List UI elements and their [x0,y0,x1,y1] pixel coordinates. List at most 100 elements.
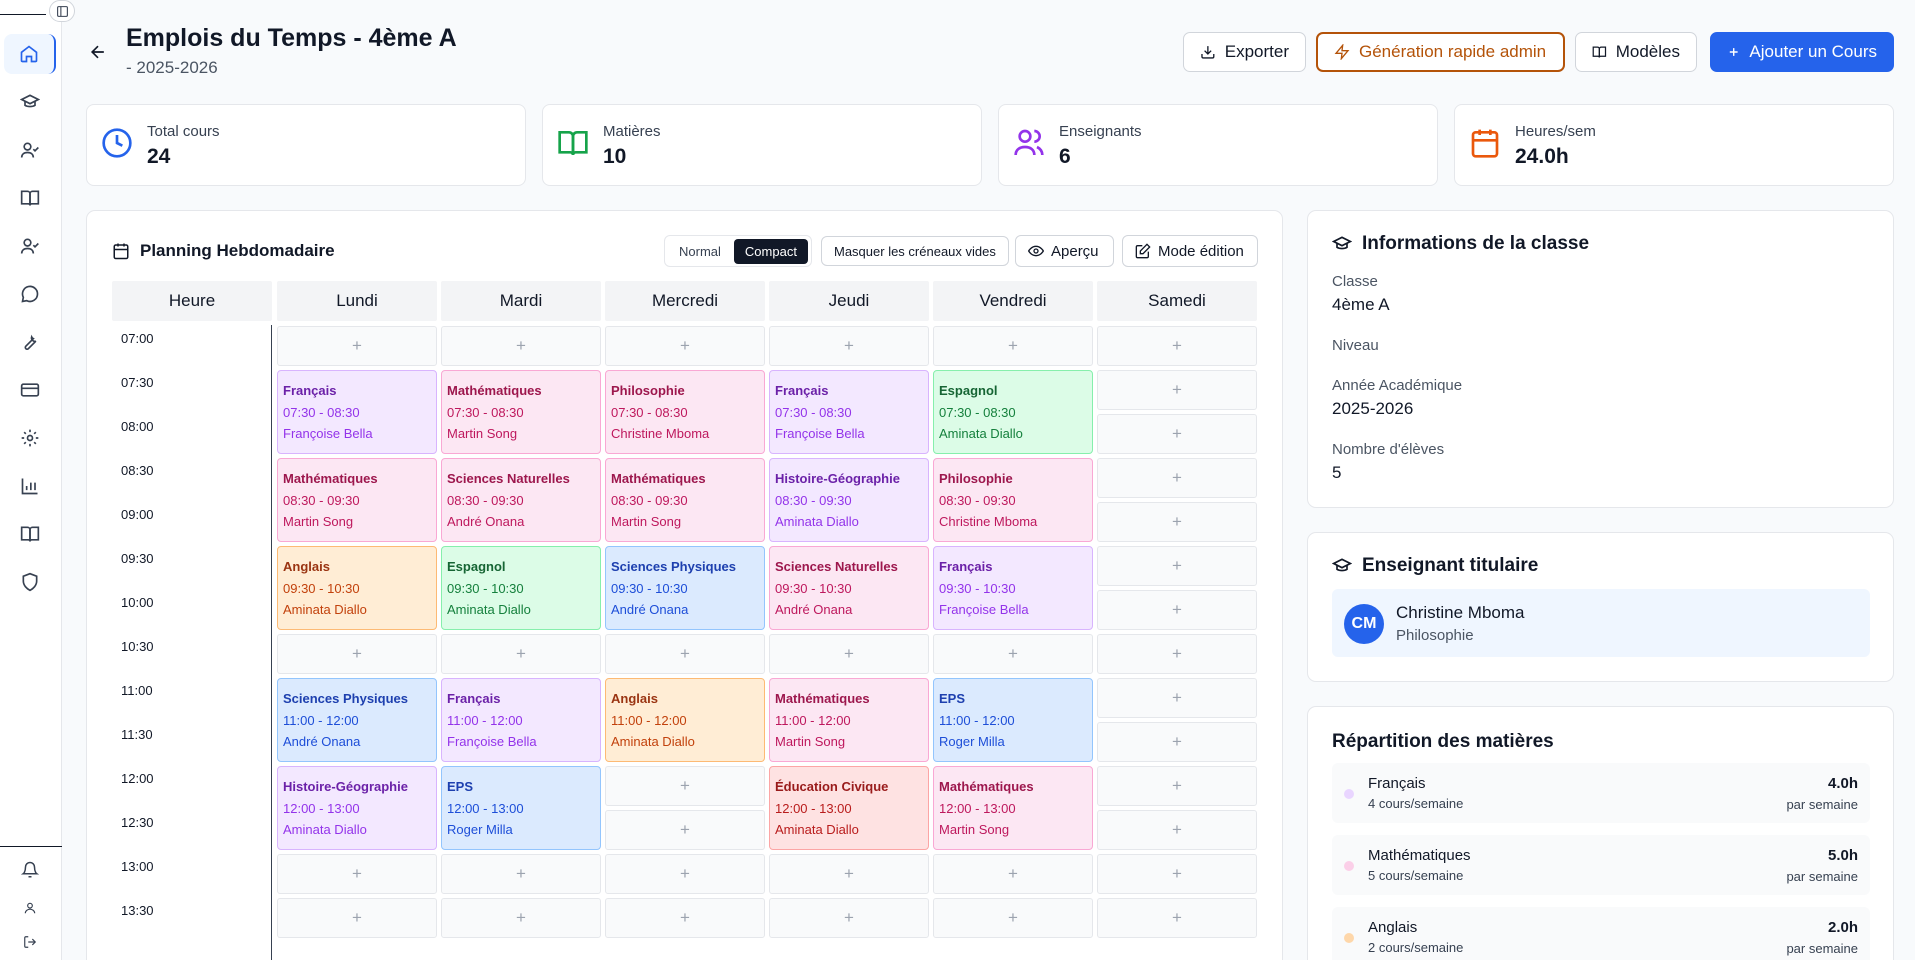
course-block[interactable]: Sciences Physiques 11:00 - 12:00 André Ona… [277,678,437,762]
quick-generation-button[interactable]: Génération rapide admin [1316,32,1565,72]
add-slot-button[interactable]: + [933,326,1093,366]
back-button[interactable] [84,38,112,66]
add-slot-button[interactable]: + [605,766,765,806]
sidebar-item-tools[interactable] [4,322,56,362]
edit-mode-button-label: Mode édition [1158,242,1244,260]
course-block[interactable]: Français 09:30 - 10:30 Françoise Bella [933,546,1093,630]
view-normal-button[interactable]: Normal [679,243,721,259]
teacher-subject: Philosophie [1396,627,1474,644]
sidebar-item-payments[interactable] [4,370,56,410]
add-slot-button[interactable]: + [933,634,1093,674]
export-button[interactable]: Exporter [1183,32,1306,72]
course-block[interactable]: Philosophie 07:30 - 08:30 Christine Mboma [605,370,765,454]
add-slot-button[interactable]: + [1097,414,1257,454]
add-slot-button[interactable]: + [769,854,929,894]
add-slot-button[interactable]: + [1097,898,1257,938]
course-block[interactable]: Français 07:30 - 08:30 Françoise Bella [769,370,929,454]
add-slot-button[interactable]: + [1097,370,1257,410]
course-block[interactable]: Français 11:00 - 12:00 Françoise Bella [441,678,601,762]
course-block[interactable]: Anglais 09:30 - 10:30 Aminata Diallo [277,546,437,630]
add-slot-button[interactable]: + [605,634,765,674]
add-slot-button[interactable]: + [441,854,601,894]
templates-button[interactable]: Modèles [1575,32,1697,72]
add-slot-button[interactable]: + [605,898,765,938]
main-teacher-info[interactable]: CM Christine Mboma Philosophie [1332,589,1870,657]
course-block[interactable]: Philosophie 08:30 - 09:30 Christine Mboma [933,458,1093,542]
sidebar-item-home[interactable] [4,34,56,74]
course-teacher: Christine Mboma [611,426,710,441]
add-slot-button[interactable]: + [1097,722,1257,762]
course-subject: Philosophie [939,471,1013,486]
add-slot-button[interactable]: + [1097,810,1257,850]
add-slot-button[interactable]: + [441,634,601,674]
course-block[interactable]: EPS 11:00 - 12:00 Roger Milla [933,678,1093,762]
add-slot-button[interactable]: + [1097,634,1257,674]
course-block[interactable]: Éducation Civique 12:00 - 13:00 Aminata Di… [769,766,929,850]
sidebar-item-profile[interactable] [4,888,56,928]
sidebar-item-teachers[interactable] [4,226,56,266]
course-time: 07:30 - 08:30 [939,405,1016,420]
sidebar-item-courses[interactable] [4,178,56,218]
add-slot-button[interactable]: + [605,326,765,366]
add-slot-button[interactable]: + [1097,546,1257,586]
sidebar-item-statistics[interactable] [4,466,56,506]
add-slot-button[interactable]: + [441,898,601,938]
course-block[interactable]: Espagnol 09:30 - 10:30 Aminata Diallo [441,546,601,630]
add-slot-button[interactable]: + [769,634,929,674]
add-course-button[interactable]: Ajouter un Cours [1710,32,1894,72]
user-check-icon [20,142,39,158]
course-teacher: André Onana [611,602,689,617]
course-block[interactable]: Anglais 11:00 - 12:00 Aminata Diallo [605,678,765,762]
sidebar-item-classes[interactable] [4,82,56,122]
add-slot-button[interactable]: + [277,854,437,894]
course-block[interactable]: Histoire-Géographie 12:00 - 13:00 Aminata … [277,766,437,850]
course-block[interactable]: Histoire-Géographie 08:30 - 09:30 Aminata … [769,458,929,542]
sidebar-item-messages[interactable] [4,274,56,314]
course-subject: Anglais [611,691,658,706]
stat-value: 24.0h [1515,145,1569,168]
course-block[interactable]: Espagnol 07:30 - 08:30 Aminata Diallo [933,370,1093,454]
add-slot-button[interactable]: + [933,854,1093,894]
add-slot-button[interactable]: + [605,810,765,850]
course-block[interactable]: Mathématiques 12:00 - 13:00 Martin Song [933,766,1093,850]
add-slot-button[interactable]: + [277,898,437,938]
sidebar-item-library[interactable] [4,514,56,554]
sidebar-item-notifications[interactable] [4,850,56,890]
hide-empty-slots-button[interactable]: Masquer les créneaux vides [821,236,1009,266]
add-slot-button[interactable]: + [1097,458,1257,498]
sidebar-item-students[interactable] [4,130,56,170]
course-block[interactable]: Mathématiques 11:00 - 12:00 Martin Song [769,678,929,762]
add-slot-button[interactable]: + [1097,678,1257,718]
add-slot-button[interactable]: + [933,898,1093,938]
course-block[interactable]: Mathématiques 07:30 - 08:30 Martin Song [441,370,601,454]
add-slot-button[interactable]: + [769,326,929,366]
class-info-card: Informations de la classe Classe 4ème A … [1307,210,1894,508]
add-slot-button[interactable]: + [769,898,929,938]
add-slot-button[interactable]: + [605,854,765,894]
preview-button[interactable]: Aperçu [1015,235,1114,267]
sidebar-item-settings[interactable] [4,418,56,458]
add-slot-button[interactable]: + [1097,854,1257,894]
sidebar-item-logout[interactable] [4,922,56,960]
view-compact-button[interactable]: Compact [733,238,808,264]
course-block[interactable]: Sciences Physiques 09:30 - 10:30 André Ona… [605,546,765,630]
sidebar-toggle-button[interactable] [49,0,75,22]
add-slot-button[interactable]: + [1097,326,1257,366]
course-block[interactable]: Mathématiques 08:30 - 09:30 Martin Song [605,458,765,542]
course-block[interactable]: Français 07:30 - 08:30 Françoise Bella [277,370,437,454]
stat-label: Heures/sem [1515,123,1596,140]
course-block[interactable]: EPS 12:00 - 13:00 Roger Milla [441,766,601,850]
add-slot-button[interactable]: + [277,634,437,674]
add-slot-button[interactable]: + [1097,590,1257,630]
add-slot-button[interactable]: + [1097,766,1257,806]
add-slot-button[interactable]: + [277,326,437,366]
edit-mode-button[interactable]: Mode édition [1122,235,1258,267]
course-teacher: André Onana [283,734,361,749]
course-block[interactable]: Sciences Naturelles 09:30 - 10:30 André On… [769,546,929,630]
course-time: 08:30 - 09:30 [447,493,524,508]
sidebar-item-security[interactable] [4,562,56,602]
add-slot-button[interactable]: + [1097,502,1257,542]
add-slot-button[interactable]: + [441,326,601,366]
course-block[interactable]: Mathématiques 08:30 - 09:30 Martin Song [277,458,437,542]
course-block[interactable]: Sciences Naturelles 08:30 - 09:30 André On… [441,458,601,542]
